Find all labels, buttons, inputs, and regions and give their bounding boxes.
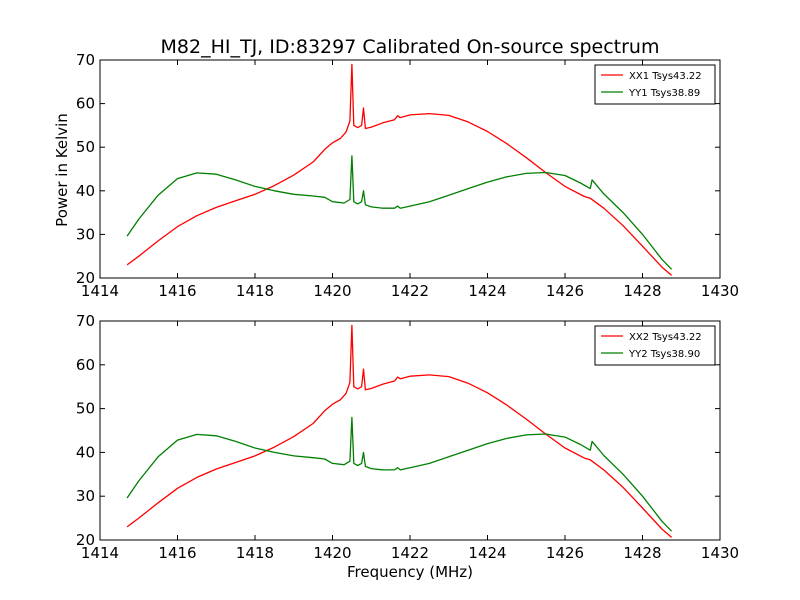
x-tick-label-1-2: 1418 <box>236 282 274 300</box>
y-tick-label-1-1: 30 <box>76 225 95 243</box>
y-tick-label-2-5: 70 <box>76 312 95 330</box>
x-tick-label-2-7: 1428 <box>623 544 661 562</box>
x-tick-label-2-8: 1430 <box>701 544 739 562</box>
x-tick-label-2-5: 1424 <box>468 544 506 562</box>
legend-1: XX1 Tsys43.22 YY1 Tsys38.89 <box>594 64 716 105</box>
y-tick-label-1-4: 60 <box>76 95 95 113</box>
panel-1: 1414 1416 1418 1420 1422 1424 1426 1428 1430 20 30… <box>76 51 739 300</box>
legend-label-1-1: XX1 Tsys43.22 <box>629 71 702 82</box>
y-tick-label-2-2: 40 <box>76 443 95 461</box>
x-tick-label-1-6: 1426 <box>546 282 584 300</box>
series-line-1-2 <box>126 155 673 270</box>
y-tick-label-2-1: 30 <box>76 487 95 505</box>
figure-title: M82_HI_TJ, ID:83297 Calibrated On-source… <box>161 36 660 58</box>
x-tick-label-2-4: 1422 <box>391 544 429 562</box>
y-tick-label-1-5: 70 <box>76 51 95 69</box>
legend-box-1 <box>594 64 716 105</box>
series-line-1-1 <box>126 63 673 276</box>
x-tick-label-1-3: 1420 <box>313 282 351 300</box>
x-tick-label-1-8: 1430 <box>701 282 739 300</box>
y-tick-label-2-0: 20 <box>76 531 95 549</box>
x-tick-label-2-3: 1420 <box>313 544 351 562</box>
legend-label-1-2: YY1 Tsys38.89 <box>628 88 700 99</box>
x-tick-label-2-6: 1426 <box>546 544 584 562</box>
x-tick-label-1-5: 1424 <box>468 282 506 300</box>
legend-box-2 <box>594 325 716 366</box>
x-tick-label-2-2: 1418 <box>236 544 274 562</box>
x-tick-label-1-7: 1428 <box>623 282 661 300</box>
y-tick-label-2-3: 50 <box>76 400 95 418</box>
legend-label-2-2: YY2 Tsys38.90 <box>628 349 700 360</box>
x-tick-label-2-1: 1416 <box>158 544 196 562</box>
legend-2: XX2 Tsys43.22 YY2 Tsys38.90 <box>594 325 716 366</box>
x-tick-label-1-1: 1416 <box>158 282 196 300</box>
x-tick-label-1-0: 1414 <box>81 282 119 300</box>
y-axis-label: Power in Kelvin <box>53 113 71 227</box>
panels: 1414 1416 1418 1420 1422 1424 1426 1428 1430 20 30… <box>76 51 739 562</box>
y-tick-label-1-0: 20 <box>76 269 95 287</box>
x-tick-label-1-4: 1422 <box>391 282 429 300</box>
y-tick-label-1-2: 40 <box>76 182 95 200</box>
panel-2: 1414 1416 1418 1420 1422 1424 1426 1428 1430 20 30… <box>76 312 739 562</box>
y-tick-label-1-3: 50 <box>76 138 95 156</box>
legend-label-2-1: XX2 Tsys43.22 <box>629 332 702 343</box>
x-axis-label: Frequency (MHz) <box>347 563 473 581</box>
x-tick-label-2-0: 1414 <box>81 544 119 562</box>
series-line-2-2 <box>126 416 673 532</box>
y-tick-label-2-4: 60 <box>76 356 95 374</box>
series-line-2-1 <box>126 324 673 538</box>
